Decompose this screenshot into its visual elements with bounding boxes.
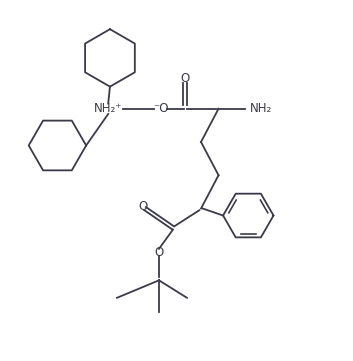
- Text: ⁻O: ⁻O: [153, 102, 168, 115]
- Text: NH₂: NH₂: [250, 102, 272, 115]
- Text: O: O: [181, 73, 190, 86]
- Text: O: O: [154, 246, 163, 259]
- Text: NH₂⁺: NH₂⁺: [94, 102, 122, 115]
- Text: O: O: [139, 200, 148, 213]
